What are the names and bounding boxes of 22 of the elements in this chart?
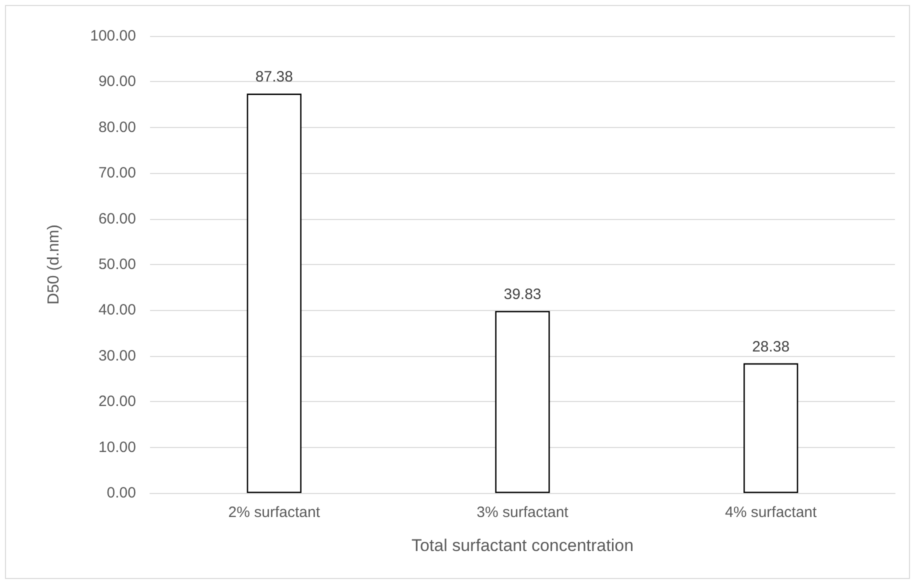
y-tick-label: 0.00	[106, 484, 136, 502]
y-tick-label: 90.00	[98, 73, 136, 90]
x-axis-title: Total surfactant concentration	[411, 536, 634, 555]
x-tick-label: 3% surfactant	[476, 504, 570, 521]
y-tick-label: 70.00	[98, 164, 136, 182]
data-label: 39.83	[504, 286, 542, 303]
y-tick-label: 20.00	[98, 393, 136, 410]
y-tick-label: 10.00	[98, 438, 136, 456]
data-label: 28.38	[752, 338, 790, 356]
x-tick-label: 4% surfactant	[724, 504, 818, 521]
y-tick-label: 80.00	[98, 118, 136, 136]
y-tick-label: 60.00	[98, 210, 136, 228]
data-label: 87.38	[255, 68, 293, 86]
bar	[246, 94, 302, 493]
y-tick-label: 30.00	[98, 347, 136, 364]
x-tick-label: 2% surfactant	[228, 504, 321, 521]
bar	[495, 310, 550, 493]
y-tick-label: 100.00	[90, 28, 136, 44]
y-axis-title: D50 (d.nm)	[46, 224, 62, 305]
y-tick-label: 50.00	[98, 256, 136, 273]
bar	[744, 363, 798, 493]
y-tick-label: 40.00	[98, 302, 136, 319]
